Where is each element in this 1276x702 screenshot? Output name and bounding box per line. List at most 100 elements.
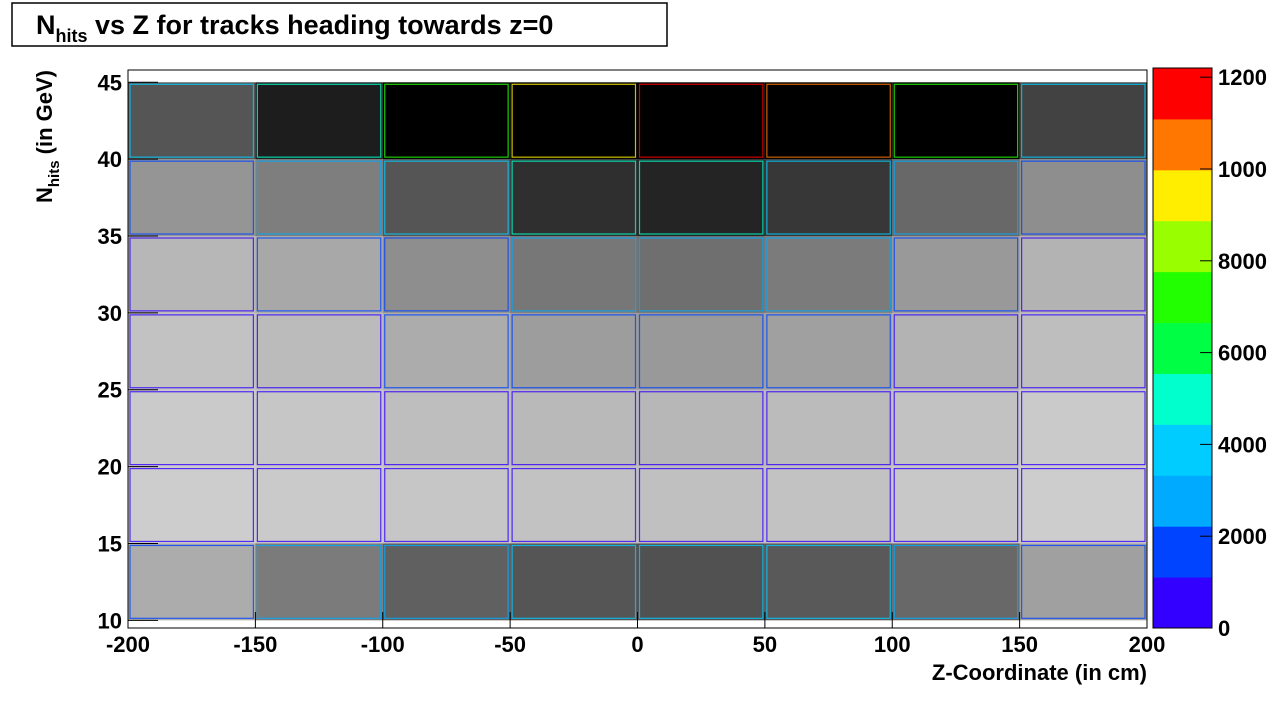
palette-band: [1153, 526, 1212, 578]
cell: [128, 312, 256, 390]
x-tick-label: -150: [233, 632, 277, 657]
contour-cell: [893, 391, 1019, 466]
contour-cell: [256, 83, 382, 158]
contour-cell: [384, 83, 509, 158]
cell: [128, 82, 256, 160]
palette-band: [1153, 373, 1212, 425]
cell: [382, 236, 511, 313]
palette-band: [1153, 577, 1212, 629]
palette-band: [1153, 322, 1212, 374]
contour-cell: [1021, 160, 1146, 235]
z-tick-label: 8000: [1218, 249, 1267, 274]
contour-cell: [1021, 544, 1146, 619]
cell: [382, 389, 511, 467]
cell: [764, 312, 893, 390]
cell: [1019, 159, 1147, 237]
cell: [128, 543, 256, 621]
cell: [510, 236, 638, 313]
x-tick-label: 200: [1129, 632, 1166, 657]
cell: [892, 543, 1020, 621]
y-axis-title: Nhits (in GeV): [32, 70, 63, 203]
cell: [1019, 82, 1147, 160]
contour-cell: [384, 391, 509, 466]
x-axis-title: Z-Coordinate (in cm): [932, 660, 1147, 685]
contour-cell: [129, 237, 254, 312]
cell: [128, 466, 256, 544]
ylabel-rest: (in GeV): [32, 70, 57, 160]
cell: [255, 389, 383, 467]
cell: [637, 543, 765, 621]
contour-cell: [256, 314, 382, 389]
contour-cell: [638, 160, 764, 235]
palette-band: [1153, 169, 1212, 222]
y-tick-label: 25: [98, 378, 122, 403]
palette-band: [1153, 271, 1212, 324]
contour-cell: [893, 160, 1019, 235]
y-tick-label: 35: [98, 224, 122, 249]
cell: [1019, 389, 1147, 467]
contour-cell: [893, 237, 1019, 312]
contour-cell: [766, 314, 891, 389]
cell: [764, 82, 893, 160]
cell: [1019, 466, 1147, 544]
title-rest: vs Z for tracks heading towards z=0: [88, 10, 554, 40]
contour-cell: [256, 391, 382, 466]
title-box: [11, 2, 668, 47]
cell: [255, 543, 383, 621]
contour-cell: [766, 391, 891, 466]
cell: [382, 82, 511, 160]
cell: [510, 159, 638, 237]
palette-band: [1153, 475, 1212, 527]
cell: [637, 82, 765, 160]
y-tick-label: 20: [98, 455, 122, 480]
cell: [382, 466, 511, 544]
cell: [892, 236, 1020, 313]
contour-cell: [638, 237, 764, 312]
y-tick-label: 45: [98, 70, 122, 95]
z-tick-label: 6000: [1218, 341, 1267, 366]
y-tick-label: 30: [98, 301, 122, 326]
cell: [510, 466, 638, 544]
cell: [510, 543, 638, 621]
palette-band: [1153, 118, 1212, 171]
cell: [510, 312, 638, 390]
contour-cell: [766, 467, 891, 543]
palette-band: [1153, 68, 1212, 120]
ylabel-main: N: [32, 187, 57, 203]
x-tick-label: 50: [753, 632, 777, 657]
cell: [892, 159, 1020, 237]
contour-cell: [129, 160, 254, 235]
cell: [382, 543, 511, 621]
contour-cell: [511, 237, 637, 312]
cell: [764, 236, 893, 313]
contour-cell: [638, 83, 764, 158]
cell: [892, 389, 1020, 467]
z-tick-label: 2000: [1218, 524, 1267, 549]
contour-cell: [766, 237, 891, 312]
y-tick-label: 40: [98, 147, 122, 172]
contour-cell: [384, 237, 509, 312]
x-tick-label: -50: [494, 632, 526, 657]
cell: [1019, 236, 1147, 313]
palette-band: [1153, 424, 1212, 476]
palette-frame: [1152, 67, 1213, 629]
contour-cell: [511, 160, 637, 235]
cell: [892, 312, 1020, 390]
x-tick-label: -200: [106, 632, 150, 657]
cell: [255, 236, 383, 313]
title-main: N: [36, 10, 56, 40]
cell: [892, 466, 1020, 544]
cell: [382, 159, 511, 237]
cell: [128, 159, 256, 237]
z-tick-label: 4000: [1218, 432, 1267, 457]
cell: [510, 389, 638, 467]
cell: [637, 466, 765, 544]
cell: [510, 82, 638, 160]
contour-cell: [511, 83, 637, 158]
contour-cell: [511, 391, 637, 466]
chart-title: Nhits vs Z for tracks heading towards z=…: [36, 10, 553, 46]
cell: [637, 236, 765, 313]
cell: [255, 82, 383, 160]
contour-cell: [384, 314, 509, 389]
